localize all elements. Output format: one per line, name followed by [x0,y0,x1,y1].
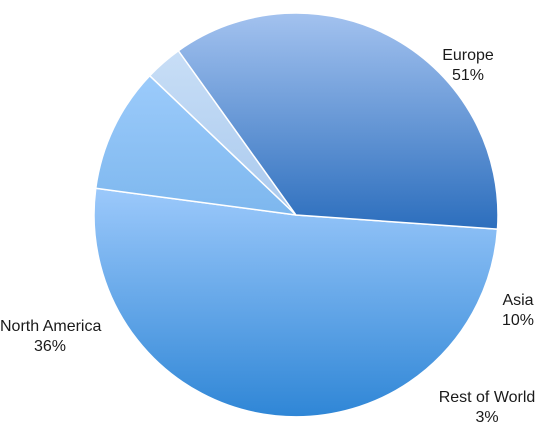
data-label-europe-pct: 51% [451,67,485,84]
pie-slice-europe [93,187,499,418]
pie-slices [93,12,499,418]
data-label-north-america: North America 36% [0,317,102,357]
data-label-asia: Asia 10% [494,291,542,331]
data-label-rest-of-world-name: Rest of World [438,389,536,406]
data-label-north-america-name: North America [0,318,102,335]
pie-slice-north-america [177,12,499,230]
data-label-rest-of-world: Rest of World 3% [432,388,542,428]
data-label-europe: Europe 51% [438,46,498,86]
data-label-north-america-pct: 36% [33,338,67,355]
pie-slice-asia [95,74,297,216]
data-label-asia-pct: 10% [501,312,535,329]
data-label-europe-name: Europe [442,47,494,64]
data-label-asia-name: Asia [502,292,534,309]
data-label-rest-of-world-pct: 3% [475,409,499,426]
